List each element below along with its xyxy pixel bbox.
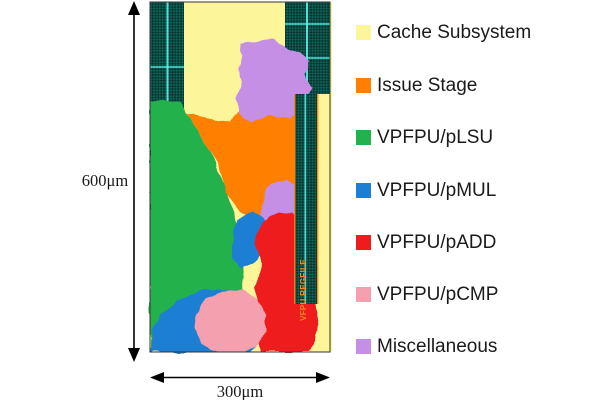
svg-text:VPFPU/pLSU: VPFPU/pLSU xyxy=(377,127,493,148)
svg-text:Miscellaneous: Miscellaneous xyxy=(377,336,497,357)
svg-text:Issue Stage: Issue Stage xyxy=(377,75,477,96)
svg-text:VPFPU/pMUL: VPFPU/pMUL xyxy=(377,180,496,201)
svg-text:600μm: 600μm xyxy=(82,171,129,190)
svg-text:300μm: 300μm xyxy=(217,382,264,400)
svg-text:Cache Subsystem: Cache Subsystem xyxy=(377,22,531,43)
svg-text:VPFPU/pADD: VPFPU/pADD xyxy=(377,232,496,253)
svg-text:VPFPU/pCMP: VPFPU/pCMP xyxy=(377,284,498,305)
svg-text:VFPU REGFILE: VFPU REGFILE xyxy=(299,259,308,321)
